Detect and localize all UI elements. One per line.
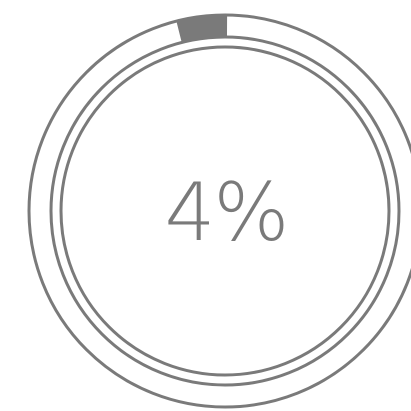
progress-percent-label: 4% [164,166,290,259]
progress-face-circle [59,45,391,377]
progress-fill-segment [176,14,228,44]
